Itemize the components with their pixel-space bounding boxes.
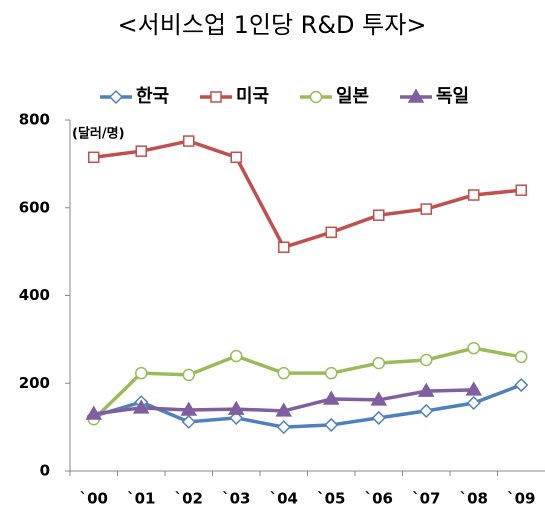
data-point — [325, 366, 338, 380]
data-point — [324, 417, 339, 432]
data-point — [419, 403, 434, 418]
data-point — [417, 382, 435, 397]
y-tick-label: 400 — [19, 286, 50, 304]
data-point — [135, 366, 148, 380]
chart-title: <서비스업 1인당 R&D 투자> — [118, 11, 427, 39]
data-point — [325, 226, 337, 239]
data-point — [85, 405, 103, 420]
x-tick-label: `00 — [80, 490, 108, 508]
series-line — [93, 139, 522, 250]
legend-label: 일본 — [336, 86, 369, 107]
data-point — [466, 395, 481, 411]
data-point — [277, 366, 290, 380]
data-point — [371, 410, 386, 425]
x-tick-label: `05 — [317, 490, 345, 508]
data-point — [515, 350, 528, 364]
data-point — [181, 414, 196, 429]
data-point — [88, 151, 100, 164]
data-point — [372, 356, 385, 370]
data-point — [180, 401, 198, 416]
data-point — [420, 353, 433, 367]
data-point — [132, 399, 150, 414]
x-tick-label: `03 — [222, 490, 250, 508]
data-point — [468, 189, 480, 201]
x-tick-label: `02 — [175, 490, 203, 508]
data-point — [230, 349, 243, 363]
y-tick-label: 600 — [19, 198, 50, 216]
y-tick-label: 200 — [19, 374, 50, 392]
legend-label: 한국 — [136, 86, 169, 107]
unit-annotation: (달러/명) — [72, 126, 125, 142]
x-tick-label: `09 — [507, 490, 535, 508]
data-point — [135, 145, 147, 157]
legend-marker — [108, 89, 124, 105]
legend-marker — [210, 91, 222, 103]
data-point — [230, 151, 242, 164]
legend-marker — [407, 88, 425, 103]
data-point — [276, 420, 291, 435]
x-tick-label: `01 — [127, 490, 155, 508]
data-point — [275, 402, 293, 417]
data-point — [514, 377, 529, 393]
data-point — [420, 203, 432, 215]
y-tick-label: 0 — [40, 462, 50, 480]
data-point — [278, 241, 290, 253]
data-point — [465, 381, 483, 396]
y-tick-label: 800 — [19, 111, 50, 129]
legend-label: 독일 — [436, 86, 469, 107]
series-line — [93, 383, 522, 429]
data-point — [370, 391, 388, 406]
x-tick-label: `08 — [460, 490, 488, 508]
data-point — [229, 410, 244, 425]
x-tick-label: `06 — [365, 490, 393, 508]
data-point — [182, 368, 195, 382]
x-tick-label: `07 — [412, 490, 440, 508]
data-point — [183, 135, 195, 147]
legend-label: 미국 — [236, 86, 269, 107]
series-line — [92, 346, 522, 421]
x-tick-label: `04 — [270, 490, 298, 508]
data-point — [373, 209, 385, 221]
data-point — [322, 390, 340, 405]
data-point — [515, 184, 527, 196]
data-point — [467, 341, 480, 355]
legend-marker — [309, 90, 323, 104]
data-point — [227, 400, 245, 415]
